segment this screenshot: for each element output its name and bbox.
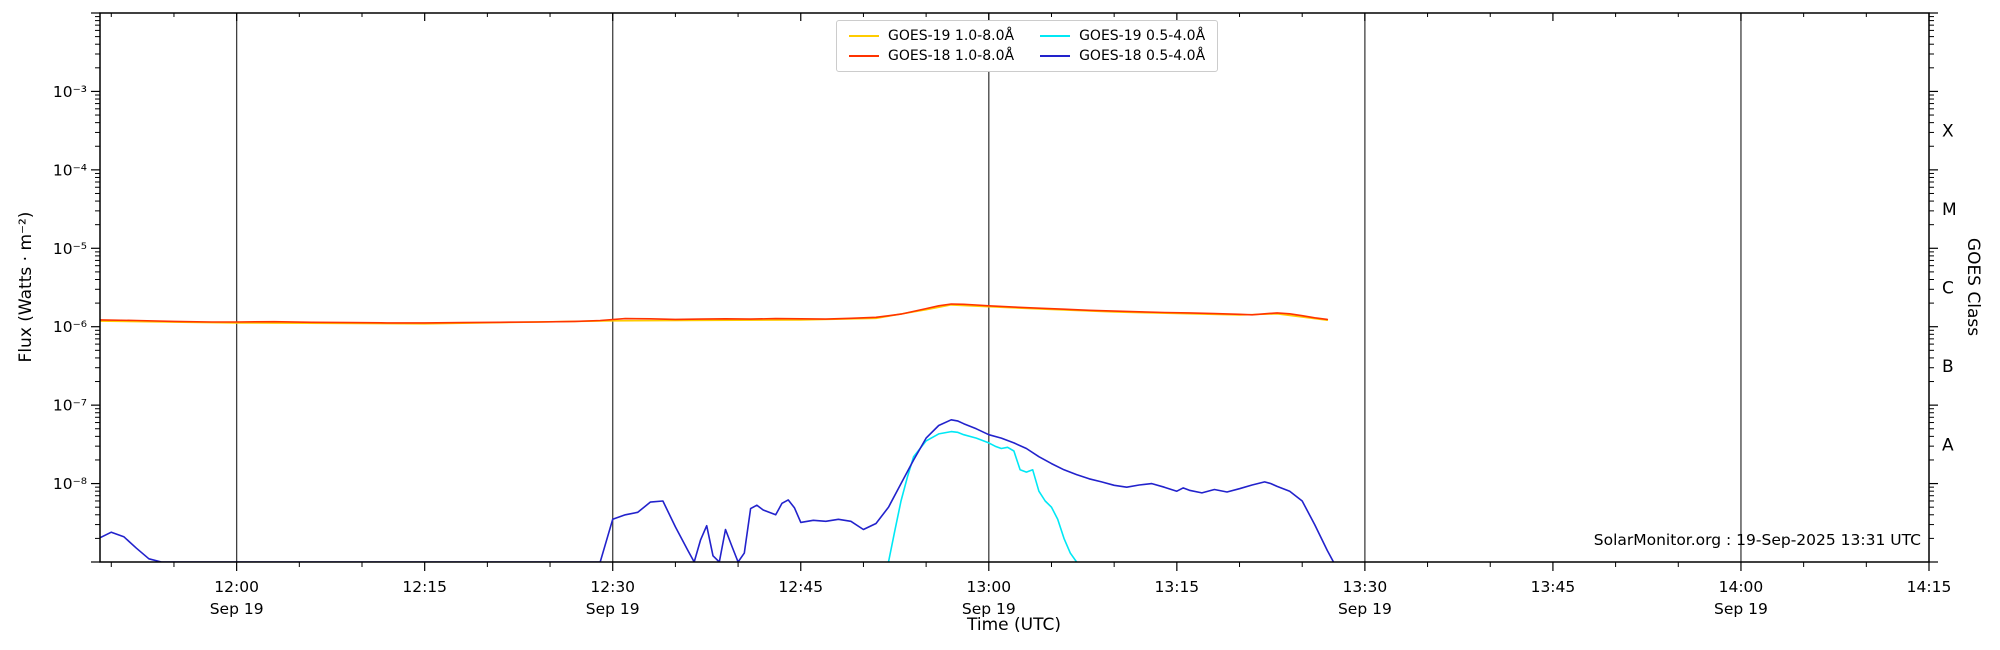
x-tick-label: 13:30 — [1343, 578, 1388, 596]
legend-line-sample — [1040, 55, 1071, 57]
series-line-GOES-19 1.0-8.0Å — [100, 304, 1329, 325]
y-tick-label: 10⁻³ — [53, 83, 87, 101]
x-tick-label: 13:45 — [1531, 578, 1576, 596]
y-tick-label: 10⁻⁵ — [53, 240, 87, 258]
x-tick-label: 14:15 — [1907, 578, 1952, 596]
goes-class-label: X — [1942, 122, 1954, 142]
legend-item: GOES-18 1.0-8.0Å — [849, 48, 1014, 64]
y-tick-label: 10⁻⁴ — [53, 161, 87, 179]
legend-item: GOES-19 0.5-4.0Å — [1040, 28, 1205, 44]
legend-label: GOES-19 0.5-4.0Å — [1079, 28, 1206, 44]
series-line-GOES-19 0.5-4.0Å — [887, 430, 1078, 562]
x-tick-label: 12:00 — [214, 578, 259, 596]
right-axis-title: GOES Class — [1963, 237, 1983, 337]
x-axis-title: Time (UTC) — [967, 615, 1061, 635]
x-tick-date-label: Sep 19 — [1338, 600, 1392, 618]
legend-label: GOES-19 1.0-8.0Å — [888, 28, 1015, 44]
x-tick-label: 13:00 — [966, 578, 1011, 596]
y-tick-label: 10⁻⁶ — [53, 318, 87, 336]
legend-line-sample — [849, 35, 879, 37]
watermark-text: SolarMonitor.org : 19-Sep-2025 13:31 UTC — [1593, 531, 1921, 549]
x-tick-label: 12:15 — [402, 578, 447, 596]
x-tick-label: 14:00 — [1719, 578, 1764, 596]
series-line-GOES-18 1.0-8.0Å — [100, 303, 1329, 324]
series-group — [100, 303, 1335, 562]
legend: GOES-19 1.0-8.0Å GOES-18 1.0-8.0Å GOES-19 … — [836, 20, 1219, 72]
legend-line-sample — [1040, 35, 1071, 37]
x-tick-date-label: Sep 19 — [1714, 600, 1768, 618]
series-line-GOES-18 0.5-4.0Å — [100, 418, 1335, 562]
legend-item: GOES-18 0.5-4.0Å — [1040, 48, 1205, 64]
x-tick-date-label: Sep 19 — [586, 600, 640, 618]
goes-class-label: B — [1942, 357, 1954, 377]
legend-label: GOES-18 1.0-8.0Å — [888, 48, 1015, 64]
x-tick-label: 12:45 — [778, 578, 823, 596]
goes-class-label: C — [1942, 279, 1954, 299]
plot-border — [99, 12, 1930, 563]
goes-class-label: A — [1942, 435, 1954, 455]
x-tick-label: 12:30 — [590, 578, 635, 596]
y-tick-label: 10⁻⁷ — [53, 397, 87, 415]
legend-label: GOES-18 0.5-4.0Å — [1079, 48, 1206, 64]
y-axis-title: Flux (Watts · m⁻²) — [16, 211, 36, 363]
x-tick-date-label: Sep 19 — [962, 600, 1016, 618]
x-tick-date-label: Sep 19 — [210, 600, 264, 618]
legend-line-sample — [849, 55, 879, 57]
legend-item: GOES-19 1.0-8.0Å — [849, 28, 1014, 44]
goes-class-label: M — [1942, 200, 1957, 220]
y-tick-label: 10⁻⁸ — [53, 475, 87, 493]
x-tick-label: 13:15 — [1155, 578, 1200, 596]
